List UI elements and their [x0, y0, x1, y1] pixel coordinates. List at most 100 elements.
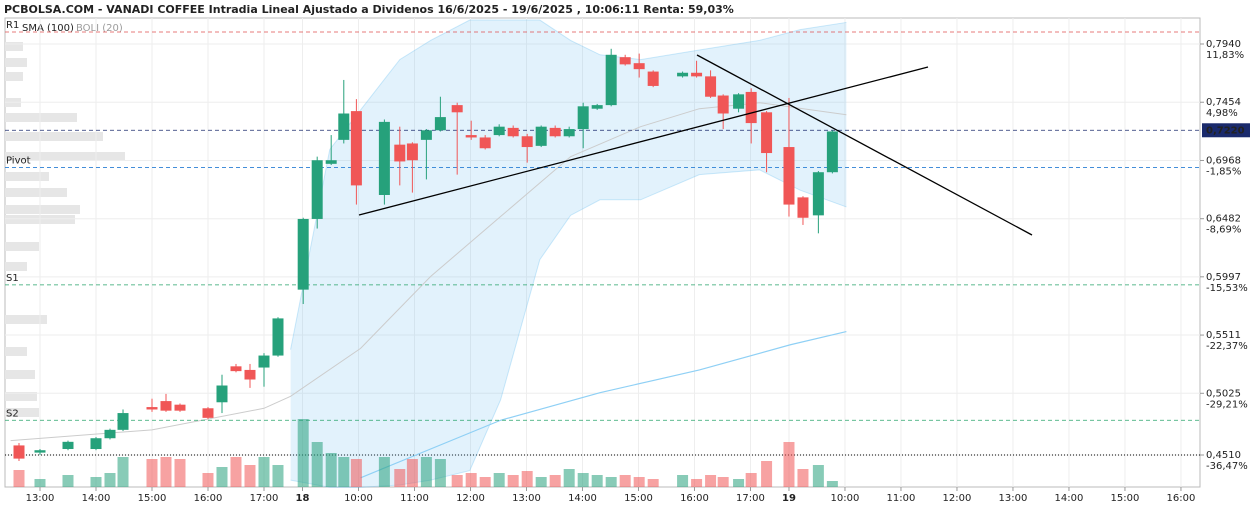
x-tick-label: 16:00: [194, 493, 223, 504]
volume-bar: [272, 465, 284, 487]
candle-body: [378, 121, 390, 195]
candle-body: [451, 105, 463, 113]
x-tick-label: 18: [296, 493, 310, 504]
candle-body: [677, 72, 689, 77]
candle-body: [338, 113, 350, 140]
volume-bar: [691, 479, 703, 487]
x-tick-label: 14:00: [82, 493, 111, 504]
chart-title: PCBOLSA.COM - VANADI COFFEE Intradia Lin…: [4, 3, 734, 16]
volume-bar: [62, 475, 74, 487]
volume-bar: [549, 475, 561, 487]
volume-bar: [647, 479, 659, 487]
volume-bar: [717, 477, 729, 487]
volume-bar: [350, 459, 362, 487]
candle-body: [174, 404, 186, 411]
x-tick-label: 12:00: [943, 493, 972, 504]
y-tick-label: 0,5025: [1206, 388, 1241, 399]
volume-bar: [591, 475, 603, 487]
volume-bar: [577, 473, 589, 487]
candle-body: [633, 63, 645, 70]
volume-bar: [507, 475, 519, 487]
candle-body: [493, 126, 505, 136]
candle-body: [406, 143, 418, 161]
candle-body: [420, 130, 432, 140]
y-tick-pct: 4,98%: [1206, 108, 1238, 119]
trend-line: [696, 54, 1033, 236]
candle-body: [311, 160, 323, 219]
candle-body: [826, 131, 838, 173]
candle-body: [521, 136, 533, 148]
volume-bar: [605, 477, 617, 487]
y-tick-pct: -22,37%: [1206, 341, 1248, 352]
y-tick-pct: -8,69%: [1206, 225, 1241, 236]
volume-bar: [258, 457, 270, 487]
bollinger-upper: [290, 19, 847, 350]
x-tick-label: 14:00: [1055, 493, 1084, 504]
y-tick-label: 0,5997: [1206, 272, 1241, 283]
volume-bar: [563, 469, 575, 487]
last-price-box: [1202, 123, 1250, 138]
candle-body: [647, 71, 659, 86]
volume-profile: [5, 42, 125, 417]
candle-body: [479, 137, 491, 149]
candle-body: [761, 112, 773, 154]
sma-line: [360, 331, 847, 479]
candle-body: [90, 438, 102, 450]
volume-bar: [783, 442, 795, 487]
y-tick-label: 0,7454: [1206, 97, 1241, 108]
x-tick-label: 17:00: [736, 493, 765, 504]
y-tick-pct: -36,47%: [1206, 461, 1248, 472]
volume-bar: [812, 465, 824, 487]
volume-bar: [378, 457, 390, 487]
y-tick-label: 0,6482: [1206, 214, 1241, 225]
x-tick-label: 16:00: [680, 493, 709, 504]
volume-bar: [797, 469, 809, 487]
y-tick-pct: -1,85%: [1206, 166, 1241, 177]
y-tick-pct: 11,83%: [1206, 50, 1244, 61]
x-tick-label: 15:00: [138, 493, 167, 504]
y-tick-label: 0,6968: [1206, 155, 1241, 166]
trend-line: [358, 66, 929, 216]
volume-bar: [406, 459, 418, 487]
y-tick-label: 0,7940: [1206, 39, 1241, 50]
x-tick-label: 12:00: [456, 493, 485, 504]
candle-body: [563, 129, 575, 137]
candle-body: [146, 407, 158, 410]
volume-bar: [216, 467, 228, 487]
candle-body: [705, 76, 717, 97]
volume-bar: [733, 479, 745, 487]
y-tick-label: 0,4510: [1206, 450, 1241, 461]
x-tick-label: 11:00: [887, 493, 916, 504]
candle-body: [394, 144, 406, 162]
candle-body: [434, 117, 446, 131]
volume-bar: [34, 479, 46, 487]
x-tick-label: 19: [782, 493, 796, 504]
volume-bar: [13, 470, 25, 487]
volume-bar: [230, 457, 242, 487]
x-tick-label: 10:00: [831, 493, 860, 504]
candle-body: [230, 366, 242, 372]
candle-body: [507, 127, 519, 137]
volume-bar: [761, 461, 773, 487]
candle-body: [216, 385, 228, 403]
volume-bar: [104, 473, 116, 487]
candle-body: [797, 197, 809, 218]
candle-body: [297, 218, 309, 290]
bollinger-lower: [290, 169, 847, 488]
candle-body: [605, 54, 617, 106]
volume-bar: [677, 475, 689, 487]
level-label: S1: [6, 273, 19, 284]
x-tick-label: 16:00: [1167, 493, 1196, 504]
volume-bar: [493, 473, 505, 487]
candle-body: [272, 318, 284, 356]
x-tick-label: 17:00: [250, 493, 279, 504]
candle-body: [160, 401, 172, 411]
volume-bar: [705, 475, 717, 487]
x-tick-label: 13:00: [999, 493, 1028, 504]
x-tick-label: 13:00: [26, 493, 55, 504]
volume-bar: [117, 457, 129, 487]
bollinger-middle: [10, 102, 847, 442]
candle-body: [34, 450, 46, 453]
candle-body: [62, 441, 74, 450]
